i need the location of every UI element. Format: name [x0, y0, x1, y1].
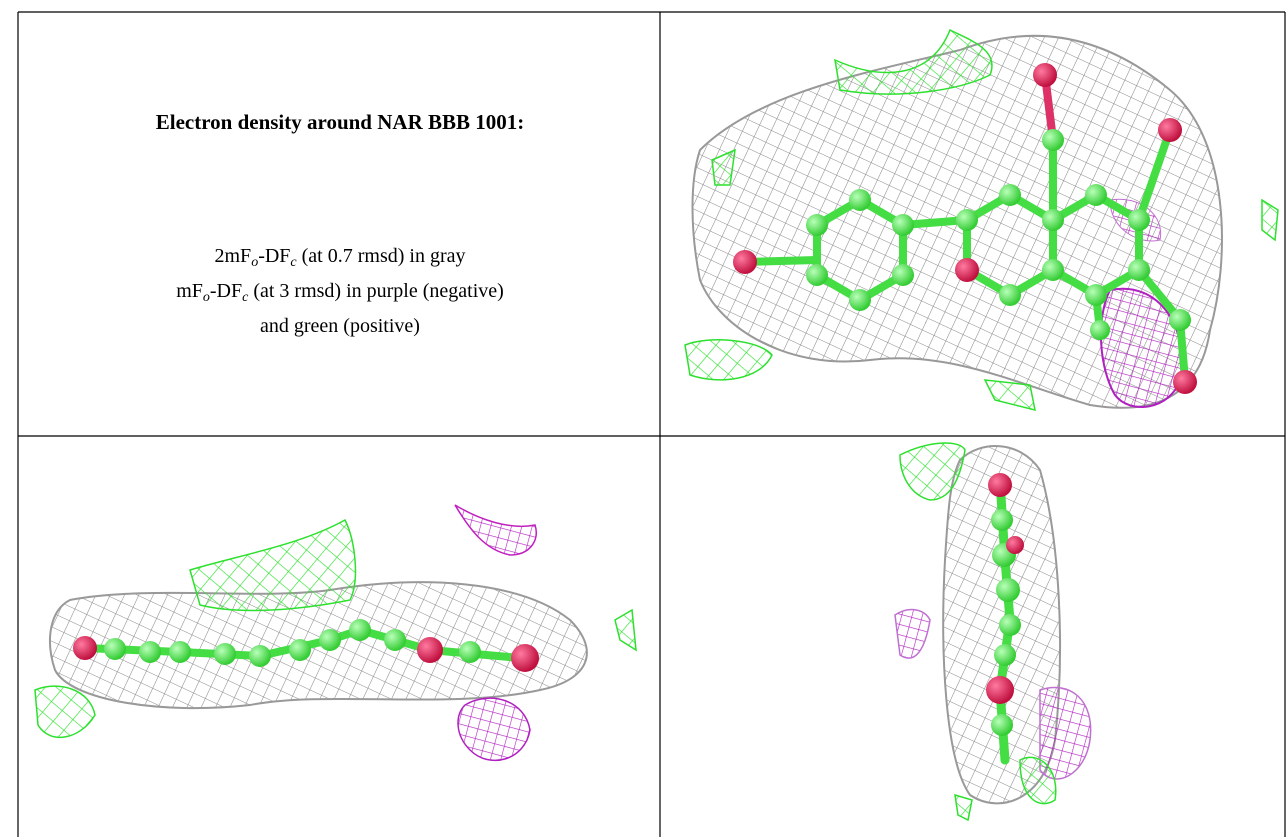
text: -DF [209, 280, 243, 302]
subscript: o [251, 255, 259, 270]
text-cell: Electron density around NAR BBB 1001: 2m… [20, 14, 660, 434]
text: -DF [258, 245, 291, 267]
subscript: c [242, 290, 249, 305]
text: 2mF [214, 245, 252, 267]
caption-line: 2mFo-DFc (at 0.7 rmsd) in gray [20, 242, 660, 277]
text: mF [176, 280, 203, 302]
caption-line: and green (positive) [20, 312, 660, 341]
subscript: o [202, 290, 210, 305]
density-top-view [684, 28, 1279, 412]
text: and green (positive) [260, 315, 420, 337]
cell-title: Electron density around NAR BBB 1001: [155, 110, 525, 134]
density-side-view [34, 504, 637, 761]
density-end-view [894, 442, 1092, 822]
text: (at 0.7 rmsd) in gray [296, 245, 466, 267]
caption-line: mFo-DFc (at 3 rmsd) in purple (negative) [20, 277, 660, 312]
table-borders [17, 11, 1286, 837]
text: (at 3 rmsd) in purple (negative) [248, 280, 504, 302]
caption: 2mFo-DFc (at 0.7 rmsd) in gray mFo-DFc (… [20, 242, 660, 341]
subscript: c [290, 255, 297, 270]
